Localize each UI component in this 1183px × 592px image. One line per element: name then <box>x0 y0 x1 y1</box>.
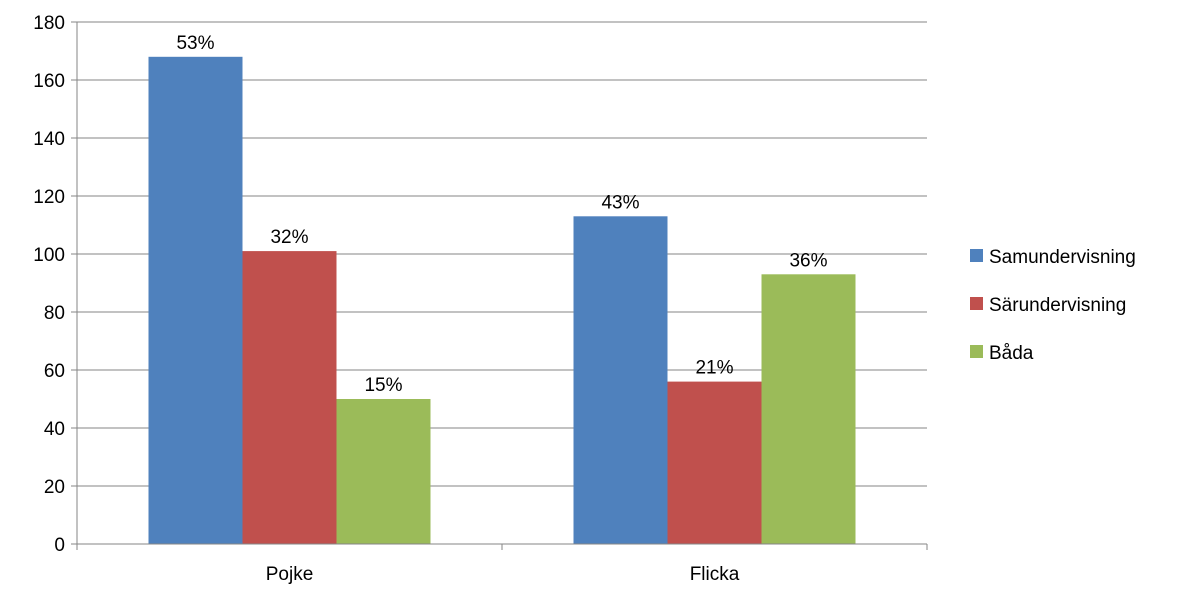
data-label-flicka-0: 43% <box>601 192 639 213</box>
y-tick-label-40: 40 <box>44 419 65 440</box>
x-tick-label-pojke: Pojke <box>266 564 314 585</box>
bars <box>148 56 856 545</box>
bar-pojke-1 <box>242 251 337 544</box>
legend-swatch-0 <box>970 249 983 262</box>
bar-pojke-2 <box>336 399 431 544</box>
data-label-pojke-2: 15% <box>364 375 402 396</box>
bar-flicka-1 <box>667 381 762 544</box>
legend: Samundervisning Särundervisning Båda <box>970 247 1136 364</box>
data-label-flicka-2: 36% <box>789 250 827 271</box>
data-label-flicka-1: 21% <box>695 358 733 379</box>
y-tick-label-60: 60 <box>44 361 65 382</box>
legend-swatch-2 <box>970 345 983 358</box>
legend-label-2: Båda <box>989 343 1034 364</box>
bar-pojke-0 <box>148 56 243 545</box>
data-labels: 53% 32% 15% 43% 21% 36% <box>176 33 827 396</box>
x-tick-label-flicka: Flicka <box>690 564 740 585</box>
bar-flicka-0 <box>573 216 668 545</box>
x-axis: Pojke Flicka <box>76 543 928 585</box>
y-tick-label-20: 20 <box>44 477 65 498</box>
bar-flicka-2 <box>761 274 856 544</box>
y-tick-label-120: 120 <box>33 187 65 208</box>
y-tick-label-0: 0 <box>54 535 65 556</box>
legend-swatch-1 <box>970 297 983 310</box>
legend-label-1: Särundervisning <box>989 295 1126 316</box>
y-tick-label-160: 160 <box>33 71 65 92</box>
y-tick-label-180: 180 <box>33 13 65 34</box>
y-tick-label-140: 140 <box>33 129 65 150</box>
y-axis: 0 20 40 60 80 100 120 140 160 180 <box>33 13 78 556</box>
data-label-pojke-0: 53% <box>176 33 214 54</box>
legend-label-0: Samundervisning <box>989 247 1136 268</box>
y-tick-label-80: 80 <box>44 303 65 324</box>
y-tick-label-100: 100 <box>33 245 65 266</box>
data-label-pojke-1: 32% <box>270 227 308 248</box>
